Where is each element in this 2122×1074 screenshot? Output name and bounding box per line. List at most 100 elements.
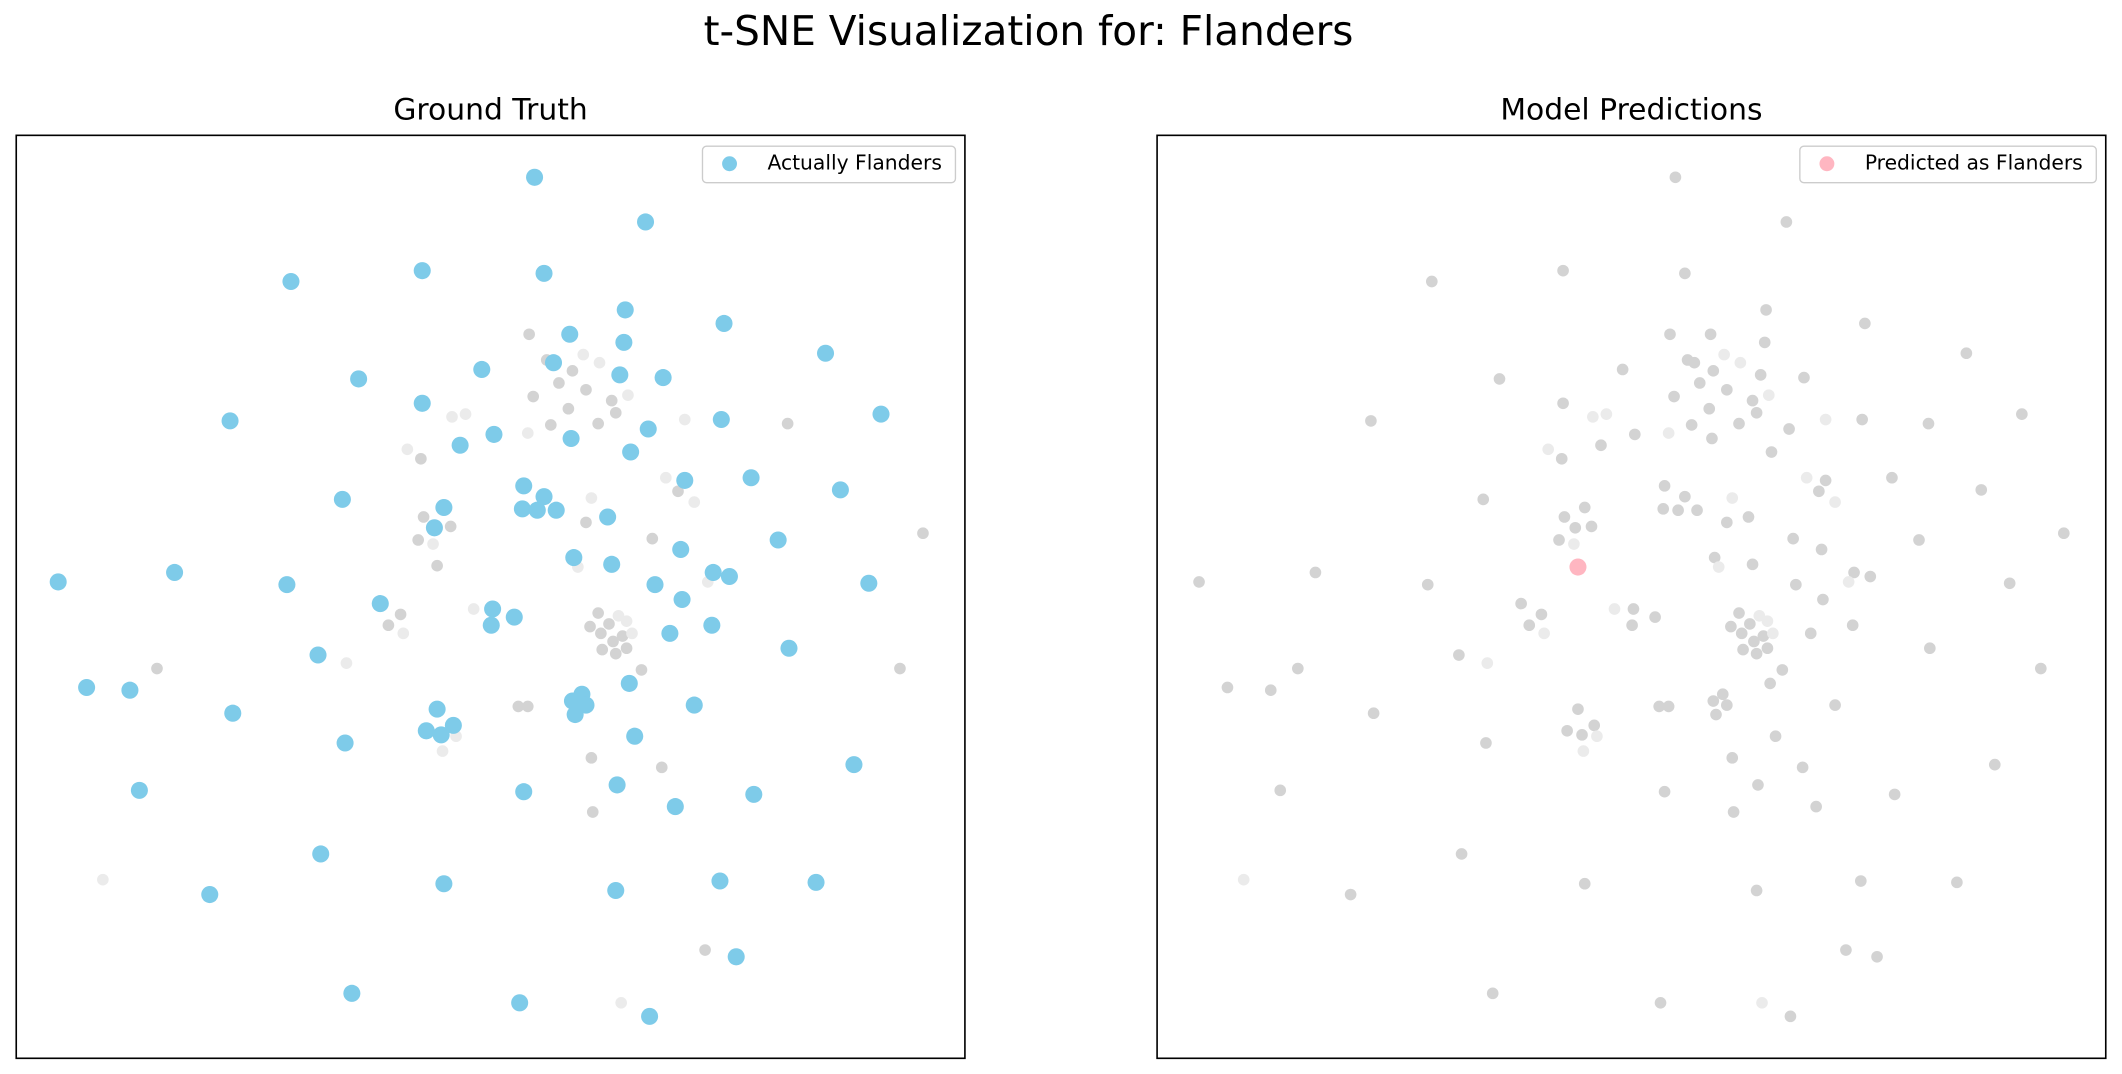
background-point [1221, 681, 1234, 694]
background-point [1725, 620, 1737, 633]
background-point [1595, 439, 1607, 452]
background-point [1829, 496, 1841, 508]
highlight-point [425, 519, 443, 537]
background-point [397, 627, 410, 640]
highlight-point [599, 508, 617, 526]
figure-title: t-SNE Visualization for: Flanders [704, 7, 1354, 55]
background-point [1856, 413, 1868, 426]
background-point [1718, 348, 1730, 361]
background-point [1951, 876, 1963, 889]
highlight-point [444, 716, 462, 734]
legend-label: Predicted as Flanders [1865, 150, 2083, 174]
background-point [427, 538, 439, 550]
highlight-point [428, 700, 446, 718]
highlight-point [860, 574, 878, 592]
background-point [1810, 800, 1822, 813]
highlight-point [535, 488, 553, 506]
background-point [1608, 603, 1621, 615]
background-point [2034, 662, 2047, 675]
highlight-point [221, 412, 239, 430]
background-point [1721, 699, 1733, 711]
background-point [1886, 471, 1898, 484]
background-point [1658, 480, 1671, 492]
background-point [1572, 703, 1584, 715]
highlight-point [622, 443, 640, 461]
background-point [1662, 700, 1675, 713]
highlight-point [712, 411, 730, 429]
highlight-point [831, 481, 849, 499]
background-point [626, 627, 638, 640]
background-point [1455, 848, 1468, 860]
highlight-point [282, 272, 300, 291]
background-point [444, 520, 457, 533]
panel-title: Ground Truth [393, 92, 587, 127]
background-point [603, 618, 615, 630]
background-point [1790, 578, 1802, 591]
background-point [1576, 729, 1588, 741]
background-point [523, 328, 535, 341]
background-point [1538, 627, 1550, 640]
background-point [1800, 471, 1813, 484]
background-point [1681, 354, 1694, 366]
background-point [699, 944, 711, 956]
background-point [1757, 630, 1770, 642]
background-point [436, 745, 449, 757]
background-point [1988, 758, 2001, 771]
background-point [1817, 593, 1829, 606]
background-point [577, 348, 590, 361]
background-point [672, 485, 684, 498]
background-point [1693, 377, 1706, 389]
highlight-point [526, 168, 544, 186]
background-point [1515, 597, 1527, 610]
background-point [622, 389, 634, 401]
highlight-point [547, 501, 565, 519]
background-point [1737, 643, 1749, 656]
background-point [1765, 446, 1778, 458]
highlight-point [563, 692, 581, 710]
background-point [1733, 417, 1745, 430]
background-point [1658, 785, 1671, 798]
background-point [1761, 615, 1774, 627]
background-point [1710, 708, 1722, 721]
background-point [1888, 788, 1901, 801]
background-point [781, 417, 794, 430]
background-point [894, 662, 906, 675]
background-point [1758, 336, 1771, 349]
background-point [1568, 538, 1580, 550]
background-point [1481, 657, 1494, 669]
background-point [1796, 761, 1809, 774]
highlight-point [413, 262, 431, 280]
highlight-point [872, 405, 890, 423]
background-point [1703, 402, 1716, 415]
background-point [635, 664, 648, 676]
highlight-point [769, 531, 787, 549]
background-point [1975, 484, 1988, 496]
background-point [1746, 558, 1759, 571]
background-point [2016, 408, 2028, 420]
highlight-point [333, 490, 351, 508]
background-point [593, 356, 606, 369]
highlight-point [816, 344, 835, 362]
background-point [1815, 543, 1828, 556]
background-point [1662, 427, 1675, 439]
background-point [1780, 216, 1793, 228]
highlight-point [78, 678, 96, 697]
highlight-point [780, 639, 798, 657]
highlight-point [673, 590, 691, 609]
background-point [688, 496, 701, 508]
background-point [1578, 877, 1591, 890]
highlight-point [485, 425, 503, 443]
highlight-point [224, 704, 242, 722]
background-point [678, 413, 691, 426]
background-point [1754, 369, 1767, 381]
background-point [595, 627, 607, 640]
background-point [1764, 677, 1776, 690]
background-point [1787, 532, 1799, 545]
highlight-point [505, 608, 523, 626]
background-point [1657, 503, 1670, 515]
background-point [382, 619, 395, 632]
background-point [1813, 485, 1825, 498]
highlight-point [639, 420, 657, 438]
